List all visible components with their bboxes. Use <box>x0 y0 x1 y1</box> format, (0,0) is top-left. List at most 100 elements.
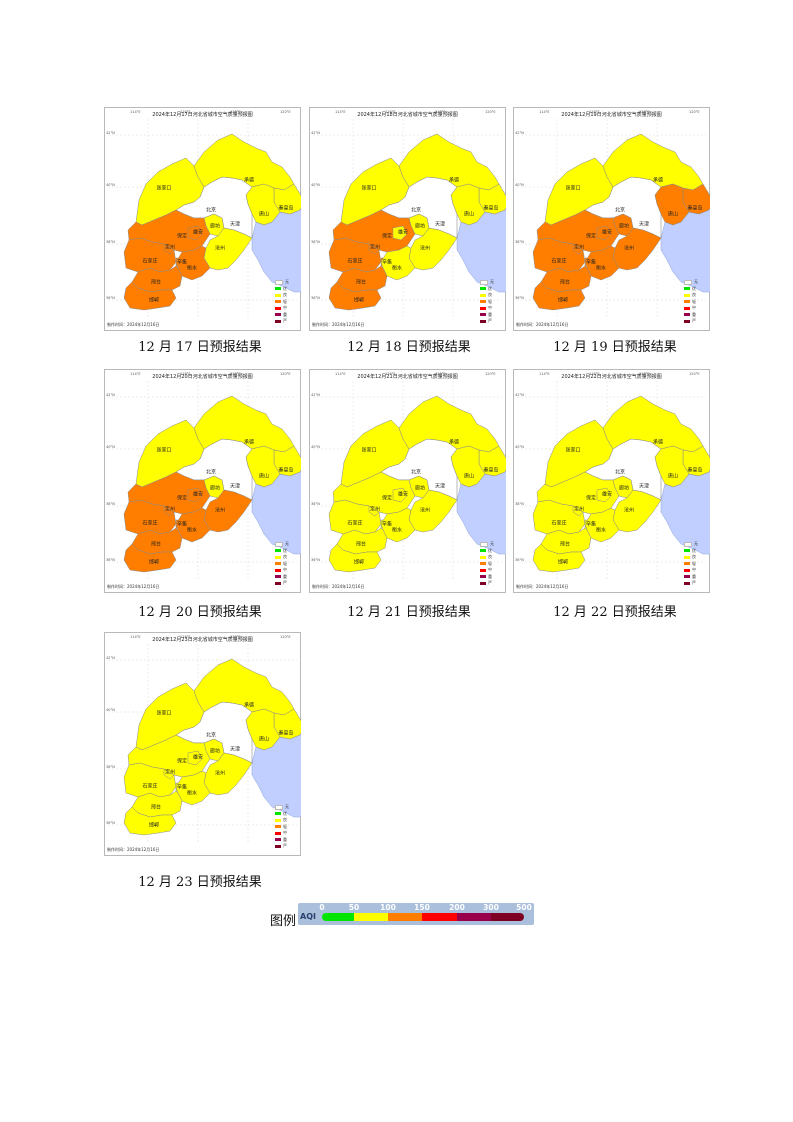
city-label-tianjin: 天津 <box>229 746 241 753</box>
small-legend-label: 良 <box>283 554 287 560</box>
small-legend-label: 良 <box>283 817 287 823</box>
small-legend-swatch <box>275 804 283 810</box>
region-hengshui <box>175 507 211 543</box>
city-label-tianjin: 天津 <box>434 483 446 490</box>
lon-label: 116°E <box>180 635 191 639</box>
city-label-xinji: 辛集 <box>585 259 597 266</box>
map-small-legend: 无优良轻中重严 <box>684 279 706 325</box>
small-legend-swatch <box>684 287 690 291</box>
lat-label: 36°N <box>311 296 320 300</box>
region-hengshui <box>584 245 620 281</box>
city-label-zhangjiakou: 张家口 <box>156 447 172 454</box>
city-label-langfang: 廊坊 <box>209 485 221 492</box>
city-label-hengshui: 衡水 <box>595 265 607 272</box>
small-legend-label: 无 <box>490 541 494 547</box>
city-label-chengde: 承德 <box>448 439 460 446</box>
small-legend-label: 中 <box>488 567 492 573</box>
small-legend-item: 无 <box>480 279 502 286</box>
city-label-zhangjiakou: 张家口 <box>565 185 581 192</box>
city-label-xinji: 辛集 <box>176 784 188 791</box>
city-label-beijing: 北京 <box>410 207 422 214</box>
small-legend-label: 轻 <box>488 298 492 304</box>
region-tangshan <box>450 445 486 488</box>
city-label-dingzhou: 定州 <box>164 506 176 513</box>
hebei-map <box>108 644 301 844</box>
small-legend-swatch <box>684 313 690 317</box>
small-legend-swatch <box>684 541 692 547</box>
lat-label: 36°N <box>106 821 115 825</box>
small-legend-item: 轻 <box>275 299 297 306</box>
small-legend-label: 无 <box>285 804 289 810</box>
hebei-map <box>108 119 301 319</box>
small-legend-item: 无 <box>684 541 706 548</box>
small-legend-label: 轻 <box>283 560 287 566</box>
map-small-legend: 无优良轻中重严 <box>275 541 297 587</box>
lat-label: 42°N <box>515 131 524 135</box>
hebei-map <box>313 381 506 581</box>
city-label-chengde: 承德 <box>652 177 664 184</box>
small-legend-swatch <box>480 575 486 579</box>
small-legend-item: 中 <box>684 305 706 312</box>
small-legend-swatch <box>684 549 690 553</box>
city-label-xingtai: 邢台 <box>355 541 367 548</box>
small-legend-item: 轻 <box>684 299 706 306</box>
city-label-handan: 邯郸 <box>148 822 160 829</box>
aqi-tick-label: 500 <box>516 903 532 912</box>
aqi-tick-label: 100 <box>380 903 396 912</box>
small-legend-swatch <box>275 319 281 323</box>
small-legend-swatch <box>684 319 690 323</box>
city-label-tangshan: 唐山 <box>667 211 679 218</box>
small-legend-label: 中 <box>692 305 696 311</box>
small-legend-label: 轻 <box>692 298 696 304</box>
small-legend-swatch <box>480 581 486 585</box>
lat-label: 36°N <box>515 558 524 562</box>
city-label-zhangjiakou: 张家口 <box>361 185 377 192</box>
lat-label: 40°N <box>515 445 524 449</box>
small-legend-item: 严 <box>275 318 297 325</box>
lat-label: 40°N <box>106 708 115 712</box>
city-label-tianjin: 天津 <box>434 221 446 228</box>
small-legend-label: 重 <box>488 311 492 317</box>
small-legend-item: 重 <box>684 312 706 319</box>
small-legend-swatch <box>480 568 486 572</box>
small-legend-swatch <box>480 319 486 323</box>
small-legend-label: 轻 <box>283 823 287 829</box>
city-label-xiongan: 雄安 <box>397 491 409 498</box>
city-label-hengshui: 衡水 <box>391 527 403 534</box>
lat-label: 36°N <box>106 296 115 300</box>
city-label-chengde: 承德 <box>448 177 460 184</box>
small-legend-label: 中 <box>692 567 696 573</box>
lat-label: 36°N <box>515 296 524 300</box>
small-legend-label: 良 <box>488 554 492 560</box>
region-hengshui <box>380 245 416 281</box>
small-legend-swatch <box>275 818 281 822</box>
small-legend-label: 良 <box>283 292 287 298</box>
aqi-segment <box>422 913 457 921</box>
lon-label: 120°E <box>280 372 291 376</box>
lat-label: 42°N <box>106 393 115 397</box>
small-legend-label: 无 <box>694 279 698 285</box>
small-legend-label: 优 <box>488 285 492 291</box>
small-legend-swatch <box>275 287 281 291</box>
aqi-color-bar: AQI 0 50 100 150 200 300 500 <box>298 903 534 925</box>
lat-label: 38°N <box>106 240 115 244</box>
small-legend-label: 轻 <box>488 560 492 566</box>
small-legend-label: 无 <box>285 541 289 547</box>
region-handan <box>123 281 177 311</box>
small-legend-label: 严 <box>488 580 492 586</box>
lat-label: 40°N <box>106 183 115 187</box>
lon-label: 114°E <box>130 635 141 639</box>
lat-label: 38°N <box>106 502 115 506</box>
made-time: 制作时间：2024年12月16日 <box>516 322 569 327</box>
city-label-cangzhou: 沧州 <box>214 770 226 777</box>
lat-label: 38°N <box>515 502 524 506</box>
small-legend-swatch <box>480 541 488 547</box>
small-legend-swatch <box>684 581 690 585</box>
city-label-shijiazhuang: 石家庄 <box>142 258 158 265</box>
small-legend-item: 良 <box>684 292 706 299</box>
city-label-zhangjiakou: 张家口 <box>156 185 172 192</box>
city-label-qinhuangdao: 秦皇岛 <box>278 730 294 737</box>
lat-label: 38°N <box>515 240 524 244</box>
city-label-zhangjiakou: 张家口 <box>565 447 581 454</box>
map-panel-5: 2024年12月21日河北省城市空气质量预报图 张家口 承德 秦皇岛 唐山 北京 天津 廊坊保… <box>309 369 506 593</box>
